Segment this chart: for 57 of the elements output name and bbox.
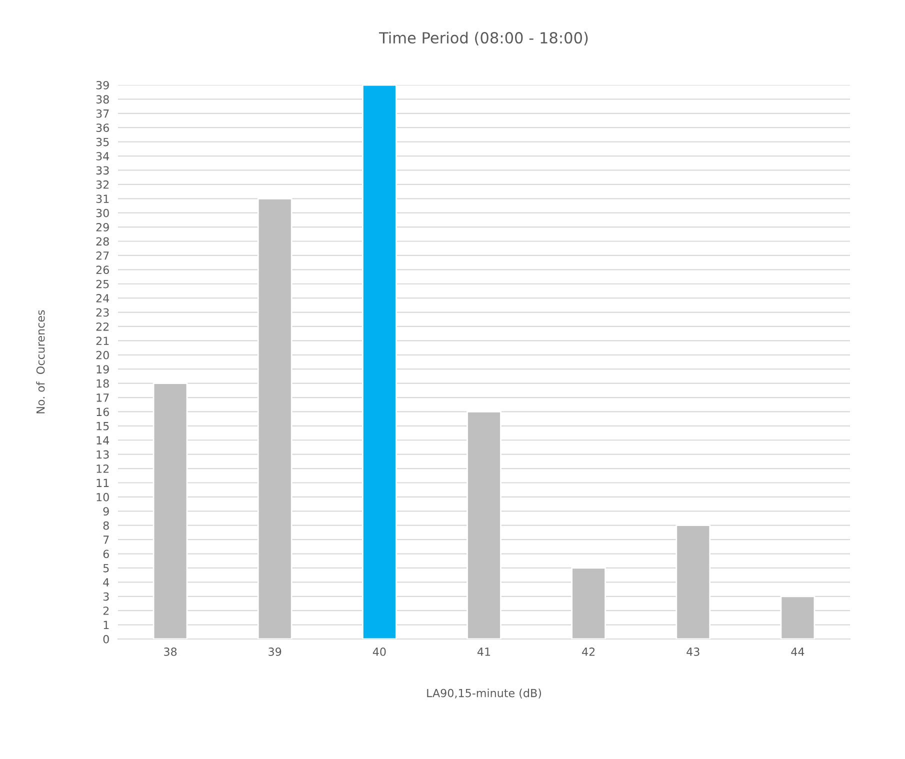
y-tick-label: 8 bbox=[103, 521, 109, 530]
bar bbox=[362, 85, 397, 639]
y-tick-label: 22 bbox=[96, 322, 109, 331]
y-tick-label: 32 bbox=[96, 180, 109, 189]
y-tick-label: 15 bbox=[96, 422, 109, 430]
y-tick-label: 35 bbox=[96, 138, 109, 146]
y-tick-label: 29 bbox=[96, 223, 109, 232]
y-tick-label: 24 bbox=[96, 294, 110, 302]
x-tick-label: 42 bbox=[582, 648, 595, 656]
x-tick-label: 39 bbox=[268, 648, 282, 656]
x-tick-label: 43 bbox=[686, 648, 700, 656]
y-tick-label: 20 bbox=[96, 350, 109, 360]
y-tick-label: 12 bbox=[96, 464, 109, 473]
x-tick-label: 40 bbox=[372, 648, 386, 656]
y-tick-label: 36 bbox=[96, 124, 109, 132]
y-tick-label: 18 bbox=[96, 379, 109, 388]
y-tick-label: 38 bbox=[96, 95, 109, 104]
y-tick-label: 4 bbox=[103, 578, 110, 586]
y-axis-title: No. of Occurences bbox=[36, 310, 45, 414]
y-tick-label: 11 bbox=[96, 478, 109, 487]
x-axis-title: LA90,15-minute (dB) bbox=[427, 688, 542, 699]
bar bbox=[152, 382, 188, 639]
bar bbox=[466, 411, 502, 639]
y-tick-label: 39 bbox=[96, 80, 109, 90]
y-tick-label: 9 bbox=[103, 507, 109, 516]
y-tick-label: 5 bbox=[103, 564, 109, 572]
y-tick-label: 0 bbox=[103, 634, 109, 644]
y-tick-label: 31 bbox=[96, 194, 109, 204]
x-tick-label: 38 bbox=[164, 648, 177, 656]
y-tick-label: 27 bbox=[96, 251, 109, 260]
y-tick-label: 10 bbox=[96, 492, 109, 502]
bar bbox=[257, 198, 292, 639]
y-tick-label: 19 bbox=[96, 365, 109, 374]
y-tick-label: 3 bbox=[103, 592, 109, 601]
y-tick-label: 30 bbox=[96, 208, 109, 218]
y-tick-label: 6 bbox=[103, 550, 109, 558]
bar bbox=[780, 596, 816, 639]
y-tick-label: 25 bbox=[96, 280, 109, 288]
y-tick-label: 28 bbox=[96, 237, 109, 246]
y-tick-label: 14 bbox=[96, 436, 110, 444]
y-tick-label: 13 bbox=[96, 450, 109, 459]
y-tick-label: 2 bbox=[103, 606, 109, 615]
chart-title: Time Period (08:00 - 18:00) bbox=[378, 32, 588, 46]
y-tick-label: 7 bbox=[104, 536, 109, 544]
y-tick-label: 16 bbox=[96, 408, 109, 416]
x-tick-label: 41 bbox=[477, 648, 490, 656]
bar bbox=[676, 524, 711, 639]
x-tick-label: 44 bbox=[791, 648, 804, 656]
y-tick-label: 1 bbox=[104, 620, 109, 630]
y-tick-label: 23 bbox=[96, 308, 109, 317]
y-tick-label: 34 bbox=[96, 152, 110, 160]
y-tick-label: 33 bbox=[96, 166, 109, 175]
y-tick-label: 17 bbox=[96, 394, 109, 402]
y-tick-label: 21 bbox=[96, 336, 109, 345]
bar bbox=[571, 567, 606, 639]
y-tick-label: 37 bbox=[96, 109, 109, 118]
y-tick-label: 26 bbox=[96, 266, 109, 274]
